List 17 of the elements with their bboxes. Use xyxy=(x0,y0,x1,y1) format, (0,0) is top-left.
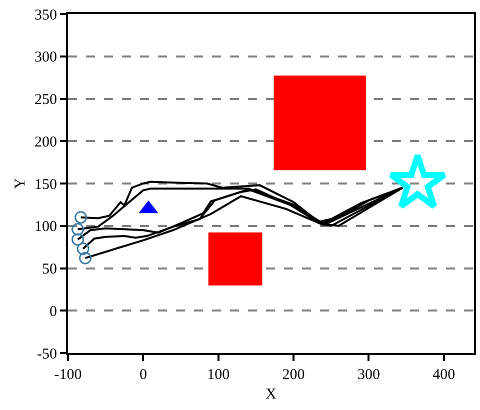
x-tick-label: 100 xyxy=(207,367,230,383)
y-axis-title: Y xyxy=(12,178,28,189)
x-tick-label: 400 xyxy=(432,367,456,383)
y-tick-label: 250 xyxy=(34,92,57,108)
x-tick-label: -100 xyxy=(54,367,82,383)
y-tick-label: 150 xyxy=(34,176,57,193)
x-tick-label: 300 xyxy=(357,367,380,383)
y-tick-label: 50 xyxy=(42,262,57,278)
y-tick-label: 0 xyxy=(50,304,57,320)
y-tick-label: 200 xyxy=(34,134,57,150)
y-tick-label: 300 xyxy=(34,50,57,66)
x-axis-title: X xyxy=(266,386,277,402)
y-tick-label: 100 xyxy=(34,219,57,236)
y-tick-label: 350 xyxy=(34,7,57,24)
x-tick-label: 200 xyxy=(282,367,305,383)
x-tick-label: 0 xyxy=(139,367,147,383)
y-tick-label: -50 xyxy=(37,346,57,362)
